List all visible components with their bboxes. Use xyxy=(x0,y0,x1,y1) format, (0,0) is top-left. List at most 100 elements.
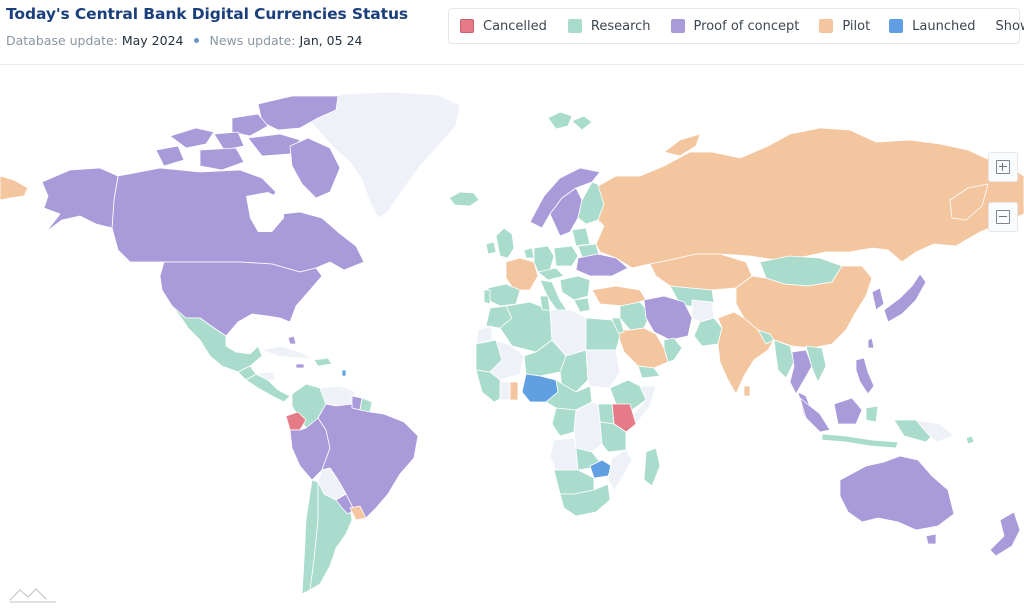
country-hispaniola[interactable] xyxy=(313,357,333,367)
zoom-in-button[interactable] xyxy=(988,152,1018,182)
country-ivory-coast[interactable] xyxy=(499,381,511,401)
country-vietnam-laos[interactable] xyxy=(805,345,827,383)
country-taiwan[interactable] xyxy=(867,337,875,349)
legend-label-pilot: Pilot xyxy=(842,18,871,34)
country-thailand[interactable] xyxy=(789,349,813,395)
country-russia[interactable] xyxy=(595,127,1024,269)
country-iran[interactable] xyxy=(643,295,693,341)
country-gabon-congo[interactable] xyxy=(551,407,577,437)
country-south-africa[interactable] xyxy=(559,483,611,517)
country-bahamas[interactable] xyxy=(287,335,297,345)
island-sakhalin-kamchatka[interactable] xyxy=(949,183,989,221)
island-arctic-canada-4[interactable] xyxy=(213,131,245,151)
hudson-bay xyxy=(246,192,284,232)
country-sudan[interactable] xyxy=(585,349,621,389)
country-cuba[interactable] xyxy=(261,345,313,359)
country-greece[interactable] xyxy=(573,297,591,313)
country-angola[interactable] xyxy=(549,437,579,471)
country-mexico[interactable] xyxy=(171,305,263,373)
minus-box-icon xyxy=(996,210,1010,224)
country-poland[interactable] xyxy=(553,245,579,267)
country-jamaica[interactable] xyxy=(295,363,305,369)
show-all-button[interactable]: Show all xyxy=(995,18,1024,34)
legend-item-research[interactable]: Research xyxy=(567,19,651,34)
legend-item-cancelled[interactable]: Cancelled xyxy=(460,19,547,34)
country-uruguay[interactable] xyxy=(349,505,367,521)
country-germany[interactable] xyxy=(533,245,555,273)
country-paraguay[interactable] xyxy=(335,493,355,515)
country-svalbard[interactable] xyxy=(547,111,573,130)
country-ireland[interactable] xyxy=(485,241,497,255)
map-canvas[interactable] xyxy=(0,65,1024,614)
news-update-value: Jan, 05 24 xyxy=(299,33,363,48)
country-madagascar[interactable] xyxy=(643,447,661,487)
country-eastern-caribbean[interactable] xyxy=(341,369,347,377)
country-honduras[interactable] xyxy=(255,371,277,381)
country-canada[interactable] xyxy=(111,167,365,273)
country-tasmania[interactable] xyxy=(925,533,937,545)
country-france[interactable] xyxy=(505,257,539,291)
island-arctic-norway[interactable] xyxy=(571,115,593,131)
country-iceland[interactable] xyxy=(448,191,480,207)
country-egypt[interactable] xyxy=(585,317,621,351)
country-yemen[interactable] xyxy=(637,365,661,379)
island-banks[interactable] xyxy=(155,145,185,167)
legend-swatch-research xyxy=(567,19,582,33)
country-indonesia-sumatra[interactable] xyxy=(799,397,831,433)
legend-item-pilot[interactable]: Pilot xyxy=(819,19,870,34)
country-pacific-islands[interactable] xyxy=(965,435,975,445)
country-mozambique[interactable] xyxy=(607,449,633,491)
country-drc[interactable] xyxy=(573,401,603,453)
news-update-label: News update: xyxy=(209,33,296,48)
country-switzerland-austria[interactable] xyxy=(537,267,565,281)
update-info: Database update: May 2024 News update: J… xyxy=(6,33,362,48)
country-ukraine[interactable] xyxy=(575,253,629,277)
country-sulawesi[interactable] xyxy=(865,405,879,423)
country-new-zealand[interactable] xyxy=(989,511,1021,557)
country-usa[interactable] xyxy=(159,261,323,337)
country-java-nusa[interactable] xyxy=(821,433,899,449)
legend: Cancelled Research Proof of concept Pilo… xyxy=(448,8,1024,44)
country-sri-lanka[interactable] xyxy=(743,385,751,397)
island-novaya-zemlya[interactable] xyxy=(663,133,701,157)
island-arctic-canada-2[interactable] xyxy=(231,113,269,137)
country-portugal[interactable] xyxy=(483,289,491,305)
country-pakistan[interactable] xyxy=(693,317,723,347)
country-japan[interactable] xyxy=(883,273,927,323)
country-philippines[interactable] xyxy=(855,357,875,395)
country-netherlands[interactable] xyxy=(523,247,535,259)
country-ecuador[interactable] xyxy=(285,411,307,431)
legend-item-launched[interactable]: Launched xyxy=(889,19,976,34)
country-korea[interactable] xyxy=(871,287,885,311)
country-oman-uae[interactable] xyxy=(663,337,683,363)
country-namibia-botswana[interactable] xyxy=(553,469,595,495)
country-australia[interactable] xyxy=(839,455,955,531)
world-map[interactable] xyxy=(0,65,1024,614)
island-victoria[interactable] xyxy=(199,147,245,171)
legend-item-proof-of-concept[interactable]: Proof of concept xyxy=(670,19,799,34)
page-title: Today's Central Bank Digital Currencies … xyxy=(6,5,409,23)
island-arctic-canada-3[interactable] xyxy=(169,127,215,149)
country-russia-chukotka[interactable] xyxy=(0,175,29,201)
zoom-out-button[interactable] xyxy=(988,202,1018,232)
island-baffin[interactable] xyxy=(289,137,341,199)
country-mali[interactable] xyxy=(489,339,525,381)
country-uganda-rwanda[interactable] xyxy=(597,403,615,425)
country-balkans[interactable] xyxy=(559,275,591,301)
database-update-label: Database update: xyxy=(6,33,118,48)
country-greenland[interactable] xyxy=(305,91,461,219)
country-brazil[interactable] xyxy=(317,403,419,519)
country-western-sahara[interactable] xyxy=(475,325,493,345)
country-alaska[interactable] xyxy=(41,167,119,233)
country-suriname[interactable] xyxy=(359,397,373,413)
country-myanmar[interactable] xyxy=(773,339,795,379)
country-ghana[interactable] xyxy=(509,381,519,401)
country-borneo[interactable] xyxy=(833,397,863,425)
country-venezuela[interactable] xyxy=(319,385,357,407)
country-tunisia[interactable] xyxy=(539,295,551,311)
country-baltics[interactable] xyxy=(571,227,591,247)
country-uk[interactable] xyxy=(495,227,515,259)
legend-swatch-pilot xyxy=(819,19,834,33)
country-papua-east[interactable] xyxy=(915,419,955,443)
